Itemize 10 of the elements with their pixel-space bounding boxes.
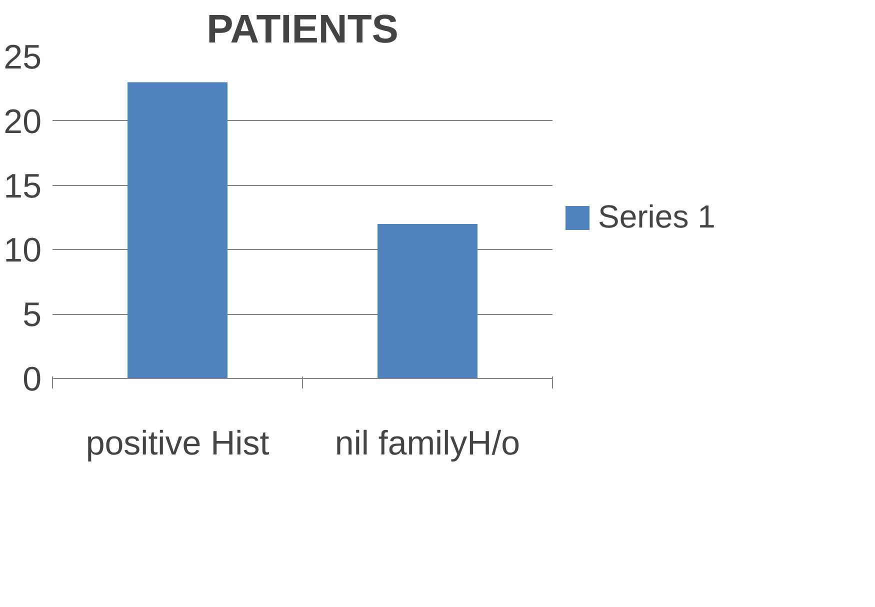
legend-label: Series 1 (598, 198, 716, 236)
x-tick-label: nil familyH/o (334, 424, 520, 462)
chart-title: PATIENTS (206, 8, 398, 52)
y-tick-label: 10 (4, 232, 42, 270)
y-tick-label: 20 (4, 102, 42, 141)
y-tick-label: 0 (22, 360, 42, 398)
y-tick-label: 15 (4, 167, 42, 206)
y-tick-label: 5 (22, 296, 42, 334)
x-tick-label: positive Hist (86, 424, 270, 462)
y-tick-label: 25 (4, 38, 42, 76)
